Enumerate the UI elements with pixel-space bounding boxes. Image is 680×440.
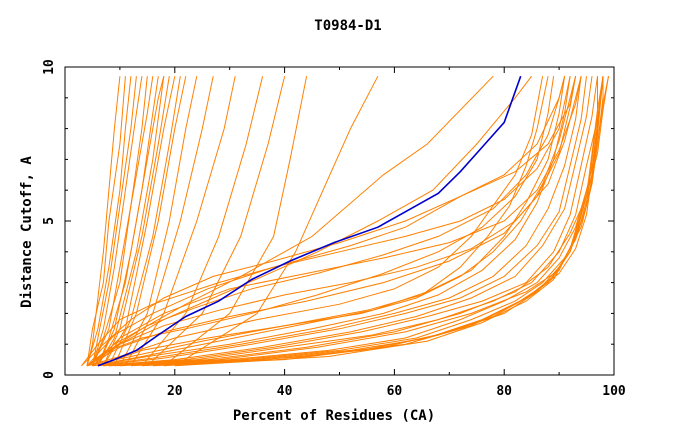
- series-line-m1: [86, 76, 121, 366]
- series-line-m13: [108, 76, 181, 367]
- x-tick-label: 60: [387, 384, 403, 399]
- series-line-m11: [102, 76, 170, 367]
- series-line-m39: [130, 76, 604, 367]
- series-line-m5: [92, 76, 143, 366]
- y-tick-label: 10: [42, 59, 57, 75]
- series-line-m25: [81, 76, 577, 367]
- series-line-m4: [92, 76, 137, 366]
- x-tick-label: 0: [61, 384, 69, 399]
- x-axis-label: Percent of Residues (CA): [233, 408, 435, 424]
- series-line-m34: [103, 76, 604, 367]
- series-line-m42: [163, 76, 604, 367]
- series-line-m24: [81, 76, 566, 367]
- series-line-m32: [97, 76, 593, 367]
- series-line-m36: [108, 76, 609, 367]
- series-line-m43: [174, 76, 604, 367]
- x-tick-label: 80: [496, 384, 512, 399]
- series-line-m46: [86, 76, 571, 367]
- series-line-m18: [141, 76, 264, 367]
- series-line-m49: [97, 76, 577, 367]
- series-line-m14: [113, 76, 187, 366]
- series-line-m44: [86, 76, 555, 367]
- series-line-m26: [86, 76, 544, 367]
- x-tick-label: 20: [167, 384, 183, 399]
- series-line-m12: [102, 76, 176, 367]
- tick-layer: 0 20 40 60 80 100 0 5 10: [42, 59, 626, 399]
- series-line-m10: [97, 76, 165, 367]
- series-line-m31: [97, 76, 587, 367]
- y-tick-label: 0: [42, 371, 57, 379]
- chart-title: T0984-D1: [314, 18, 381, 34]
- series-layer: [81, 75, 609, 367]
- series-line-m35: [108, 76, 604, 367]
- series-line-m38: [119, 76, 604, 367]
- series-line-m30: [92, 76, 582, 367]
- series-line-m33: [103, 76, 598, 367]
- series-line-m27: [86, 76, 549, 367]
- series-line-m9: [97, 76, 165, 367]
- y-axis-label: Distance Cutoff, A: [19, 156, 35, 308]
- series-line-m19: [146, 76, 286, 367]
- series-line-m28: [92, 76, 566, 367]
- series-line-m17: [130, 76, 236, 367]
- series-line-m48: [92, 76, 582, 367]
- x-tick-label: 100: [602, 384, 626, 399]
- y-tick-label: 5: [42, 217, 57, 225]
- series-line-m45: [86, 76, 566, 367]
- series-line-m2: [86, 76, 126, 366]
- series-line-m21: [174, 75, 379, 367]
- series-line-m3: [86, 76, 132, 366]
- x-tick-label: 40: [277, 384, 293, 399]
- series-line-m23: [86, 75, 532, 367]
- series-line-m6: [92, 76, 148, 366]
- series-line-highlighted: [97, 75, 522, 367]
- series-line-m50: [86, 76, 577, 367]
